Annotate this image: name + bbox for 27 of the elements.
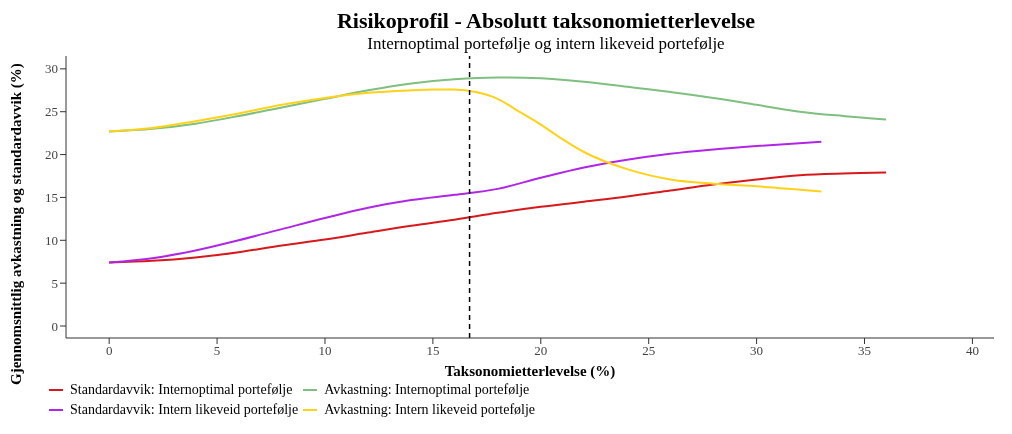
- y-tick-label: 10: [45, 232, 58, 248]
- x-tick-label: 25: [642, 343, 656, 359]
- legend-label: Standardavvik: Internoptimal portefølje: [70, 382, 293, 398]
- x-tick-label: 15: [426, 343, 440, 359]
- legend-label: Standardavvik: Intern likeveid portefølje: [70, 402, 299, 418]
- line-series: [108, 140, 823, 264]
- y-tick-label: 25: [45, 104, 58, 120]
- y-tick-label: 15: [45, 190, 58, 206]
- x-axis-title: Taksonomietterlevelse (%): [444, 363, 616, 380]
- y-axis-title: Gjennomsnittlig avkastning og standardavvik (%): [8, 63, 25, 385]
- chart-subtitle: Internoptimal portefølje og intern likeveid portefølje: [366, 34, 726, 54]
- y-tick-label: 0: [51, 318, 58, 334]
- x-tick-label: 35: [858, 343, 872, 359]
- chart-title: Risikoprofil - Absolutt taksonomietterlevelse: [335, 8, 757, 34]
- legend-label: Avkastning: Intern likeveid portefølje: [324, 402, 536, 418]
- line-series: [108, 171, 888, 264]
- x-tick-label: 40: [965, 343, 979, 359]
- x-tick-label: 0: [105, 343, 113, 359]
- x-tick-label: 5: [213, 343, 221, 359]
- x-tick-label: 30: [750, 343, 764, 359]
- x-tick-label: 20: [534, 343, 548, 359]
- line-series: [108, 88, 823, 193]
- y-tick-label: 20: [45, 147, 58, 163]
- y-tick-label: 5: [51, 275, 58, 291]
- x-tick-label: 10: [318, 343, 332, 359]
- legend-label: Avkastning: Internoptimal portefølje: [324, 382, 530, 398]
- y-tick-label: 30: [45, 61, 58, 77]
